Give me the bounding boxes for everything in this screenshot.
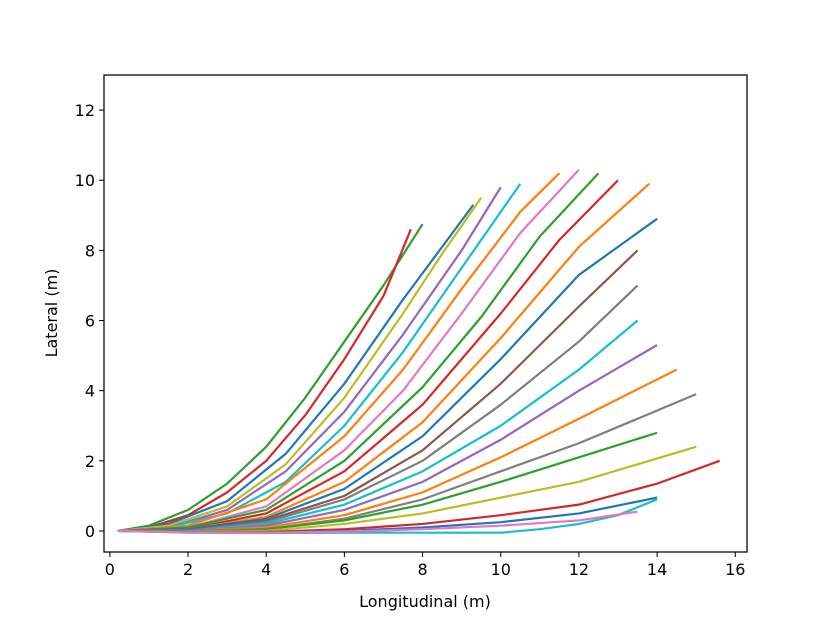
y-tick-label: 6 bbox=[85, 312, 95, 331]
series-line bbox=[117, 183, 522, 533]
x-tick-label: 0 bbox=[105, 560, 115, 579]
x-tick-label: 2 bbox=[183, 560, 193, 579]
y-axis: 0 2 4 6 8 10 12 bbox=[75, 101, 104, 541]
y-tick-label: 10 bbox=[75, 171, 95, 190]
series-line bbox=[117, 197, 483, 533]
x-tick-label: 8 bbox=[417, 560, 427, 579]
x-tick-label: 4 bbox=[261, 560, 271, 579]
series-line bbox=[117, 228, 412, 533]
y-tick-label: 0 bbox=[85, 522, 95, 541]
plot-area bbox=[117, 168, 721, 535]
series-line bbox=[117, 204, 475, 533]
x-axis-label: Longitudinal (m) bbox=[359, 592, 491, 611]
x-tick-label: 6 bbox=[339, 560, 349, 579]
y-tick-label: 12 bbox=[75, 101, 95, 120]
x-tick-label: 14 bbox=[647, 560, 667, 579]
series-line bbox=[117, 217, 658, 533]
y-axis-label: Lateral (m) bbox=[42, 269, 61, 358]
series-line bbox=[117, 223, 424, 533]
x-tick-label: 12 bbox=[569, 560, 589, 579]
series-line bbox=[117, 172, 561, 533]
series-line bbox=[117, 172, 600, 533]
y-tick-label: 2 bbox=[85, 452, 95, 471]
y-tick-label: 4 bbox=[85, 382, 95, 401]
x-axis: 0 2 4 6 8 10 12 14 16 bbox=[105, 552, 745, 579]
x-tick-label: 16 bbox=[725, 560, 745, 579]
y-tick-label: 8 bbox=[85, 241, 95, 260]
axes-frame bbox=[103, 74, 748, 553]
series-line bbox=[117, 510, 638, 534]
x-tick-label: 10 bbox=[491, 560, 511, 579]
